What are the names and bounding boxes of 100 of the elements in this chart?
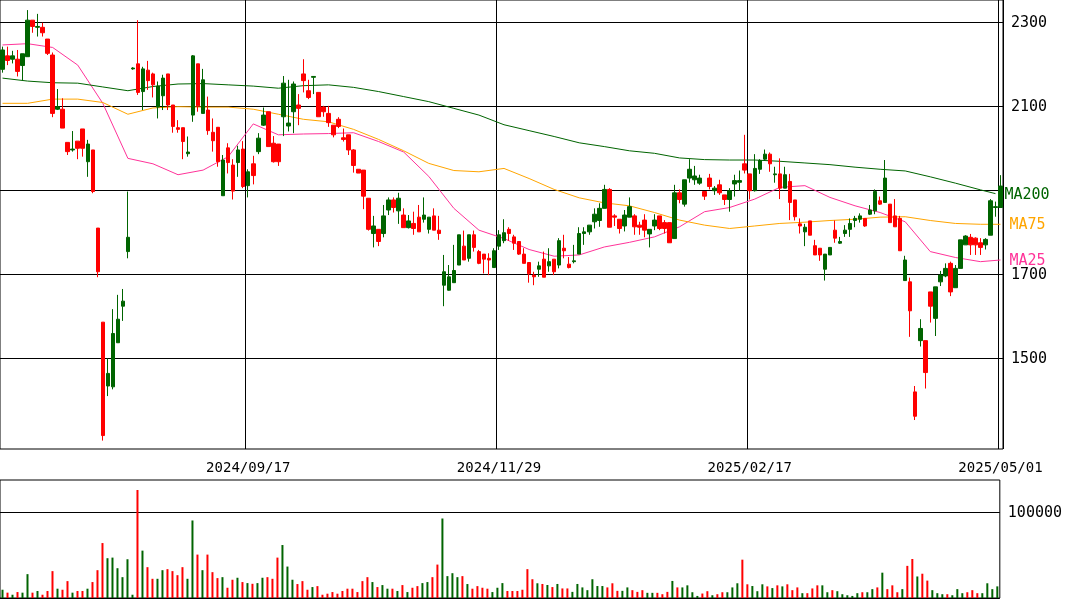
candlestick — [50, 52, 55, 118]
bar — [816, 585, 819, 598]
line-series — [2, 98, 1001, 229]
candlestick — [742, 134, 747, 174]
bar — [296, 584, 299, 598]
bar — [111, 557, 114, 598]
y-tick-label: 2100 — [1011, 97, 1048, 116]
bar — [266, 577, 269, 598]
candlestick — [386, 196, 391, 216]
bar — [591, 579, 594, 598]
candlestick — [261, 107, 266, 127]
bar — [451, 573, 454, 598]
candlestick — [562, 234, 566, 259]
bar — [771, 588, 774, 598]
bar — [866, 592, 869, 598]
bar — [191, 520, 194, 598]
bar — [976, 593, 979, 598]
bar — [16, 592, 19, 598]
bar — [916, 576, 919, 598]
bar — [361, 581, 364, 598]
x-tick-label: 2024/11/29 — [456, 459, 542, 475]
bar — [76, 591, 79, 598]
bar — [196, 554, 199, 598]
bar — [146, 567, 149, 598]
candlestick — [913, 385, 917, 421]
bar — [426, 582, 429, 598]
candlestick — [91, 149, 95, 194]
bar — [956, 589, 959, 598]
candlestick — [652, 213, 657, 231]
candlestick — [457, 234, 461, 266]
bar — [606, 587, 609, 598]
bar — [661, 594, 664, 598]
candlestick — [306, 79, 311, 100]
candlestick — [572, 244, 576, 264]
candlestick — [727, 187, 732, 213]
candlestick — [371, 215, 376, 248]
candlestick — [702, 191, 707, 201]
bar — [216, 578, 219, 598]
bar — [766, 586, 769, 598]
y-tick-label: 1500 — [1011, 349, 1048, 368]
bar — [156, 578, 159, 598]
candlestick — [783, 166, 787, 189]
candlestick — [236, 145, 240, 178]
bar — [871, 589, 874, 598]
bar — [356, 592, 359, 598]
bar — [366, 577, 369, 598]
bar — [521, 589, 524, 598]
candlestick — [40, 22, 45, 38]
bar — [121, 577, 124, 598]
candlestick — [121, 288, 125, 322]
candlestick — [101, 321, 105, 442]
bar — [531, 579, 534, 598]
bar — [826, 592, 829, 598]
bar — [331, 592, 334, 598]
bar — [251, 583, 254, 598]
candlestick — [712, 185, 717, 196]
bar — [101, 543, 104, 598]
bar — [801, 593, 804, 598]
candlestick — [70, 130, 75, 153]
candlestick — [401, 207, 406, 229]
candlestick — [492, 247, 496, 269]
bar — [106, 558, 109, 598]
series-label: MA200 — [1004, 184, 1050, 203]
bar — [811, 588, 814, 598]
bar — [756, 591, 759, 598]
bar — [201, 570, 204, 598]
candlestick — [848, 217, 852, 238]
bar — [666, 591, 669, 598]
bar — [291, 579, 294, 598]
line-series — [2, 43, 1001, 263]
bar — [876, 587, 879, 598]
candlestick — [768, 151, 772, 173]
candlestick — [376, 228, 381, 247]
candlestick — [707, 173, 712, 190]
bar — [516, 591, 519, 598]
bar — [421, 583, 424, 598]
candlestick — [301, 58, 306, 93]
bar — [941, 594, 944, 598]
bar — [691, 592, 694, 598]
bar — [161, 570, 164, 598]
bar — [536, 583, 539, 598]
bar — [946, 594, 949, 598]
candlestick — [381, 204, 386, 238]
candlestick — [291, 80, 296, 134]
candlestick — [366, 197, 371, 232]
bar — [491, 592, 494, 598]
bar — [636, 591, 639, 598]
bar — [466, 584, 469, 598]
bar — [306, 589, 309, 598]
bar — [261, 577, 264, 598]
candlestick — [186, 136, 190, 158]
candlestick — [933, 286, 938, 337]
y-tick-label: 2300 — [1011, 13, 1048, 32]
candlestick — [773, 166, 777, 184]
bar — [741, 559, 744, 598]
bar — [696, 595, 699, 598]
bar — [676, 587, 679, 598]
bar — [571, 591, 574, 598]
bar — [781, 586, 784, 598]
candlestick — [231, 158, 235, 201]
